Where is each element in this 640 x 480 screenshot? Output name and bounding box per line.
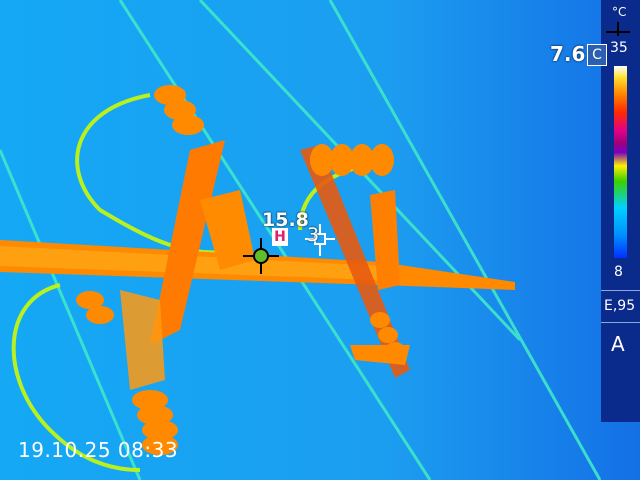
spot-temperature: 7.6: [550, 42, 586, 66]
hotspot-crosshair-icon: [243, 238, 279, 274]
spot-indicator-box: C: [587, 44, 607, 66]
hotspot-temperature: 15.8: [262, 209, 309, 231]
mode-divider: [601, 322, 640, 323]
cursor-crosshair-icon: [305, 224, 335, 256]
temperature-unit: °C: [612, 5, 627, 19]
timestamp: 19.10.25 08:33: [18, 438, 179, 462]
mode-label: A: [611, 332, 625, 356]
color-scale-bar: [614, 66, 627, 258]
scale-max-label: 35: [610, 40, 628, 56]
scale-min-label: 8: [614, 264, 623, 280]
hotspot-badge: H: [272, 228, 288, 246]
cursor-temperature: 3: [307, 224, 320, 246]
crosshair-icon: [606, 22, 630, 36]
emissivity-label: E,95: [604, 298, 636, 314]
scale-divider: [601, 290, 640, 291]
